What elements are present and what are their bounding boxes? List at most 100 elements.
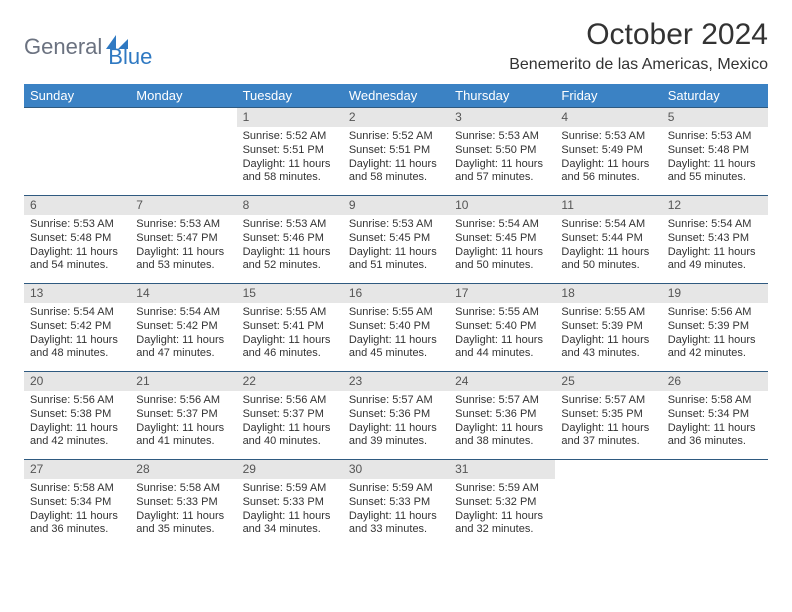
day-number: 2 [343,108,449,127]
sunrise-text: Sunrise: 5:53 AM [455,130,549,144]
daylight-text: Daylight: 11 hours and 55 minutes. [668,158,762,186]
daylight-text: Daylight: 11 hours and 37 minutes. [561,422,655,450]
sunset-text: Sunset: 5:49 PM [561,144,655,158]
calendar-day-cell: 15Sunrise: 5:55 AMSunset: 5:41 PMDayligh… [237,284,343,372]
day-body: Sunrise: 5:53 AMSunset: 5:50 PMDaylight:… [449,127,555,189]
day-number: 26 [662,372,768,391]
calendar-day-cell: 1Sunrise: 5:52 AMSunset: 5:51 PMDaylight… [237,108,343,196]
calendar-week-row: 20Sunrise: 5:56 AMSunset: 5:38 PMDayligh… [24,372,768,460]
day-body: Sunrise: 5:54 AMSunset: 5:42 PMDaylight:… [130,303,236,365]
sunrise-text: Sunrise: 5:54 AM [30,306,124,320]
calendar-day-cell: 13Sunrise: 5:54 AMSunset: 5:42 PMDayligh… [24,284,130,372]
location-label: Benemerito de las Americas, Mexico [509,56,768,74]
calendar-day-cell: 28Sunrise: 5:58 AMSunset: 5:33 PMDayligh… [130,460,236,548]
day-body: Sunrise: 5:59 AMSunset: 5:32 PMDaylight:… [449,479,555,541]
sunset-text: Sunset: 5:32 PM [455,496,549,510]
sunset-text: Sunset: 5:37 PM [243,408,337,422]
logo-text-general: General [24,34,102,60]
daylight-text: Daylight: 11 hours and 53 minutes. [136,246,230,274]
sunset-text: Sunset: 5:51 PM [349,144,443,158]
day-body: Sunrise: 5:53 AMSunset: 5:46 PMDaylight:… [237,215,343,277]
daylight-text: Daylight: 11 hours and 51 minutes. [349,246,443,274]
day-body: Sunrise: 5:56 AMSunset: 5:37 PMDaylight:… [237,391,343,453]
calendar-day-cell: 16Sunrise: 5:55 AMSunset: 5:40 PMDayligh… [343,284,449,372]
daylight-text: Daylight: 11 hours and 32 minutes. [455,510,549,538]
sunset-text: Sunset: 5:42 PM [136,320,230,334]
daylight-text: Daylight: 11 hours and 44 minutes. [455,334,549,362]
sunset-text: Sunset: 5:45 PM [455,232,549,246]
day-number: 27 [24,460,130,479]
day-number: 11 [555,196,661,215]
weekday-header: Tuesday [237,84,343,108]
sunset-text: Sunset: 5:50 PM [455,144,549,158]
daylight-text: Daylight: 11 hours and 40 minutes. [243,422,337,450]
sunrise-text: Sunrise: 5:54 AM [136,306,230,320]
day-number: 15 [237,284,343,303]
sunrise-text: Sunrise: 5:58 AM [30,482,124,496]
calendar-day-cell: 19Sunrise: 5:56 AMSunset: 5:39 PMDayligh… [662,284,768,372]
calendar-day-cell [555,460,661,548]
day-number: 21 [130,372,236,391]
daylight-text: Daylight: 11 hours and 47 minutes. [136,334,230,362]
month-title: October 2024 [509,18,768,52]
day-body: Sunrise: 5:54 AMSunset: 5:42 PMDaylight:… [24,303,130,365]
calendar-day-cell: 27Sunrise: 5:58 AMSunset: 5:34 PMDayligh… [24,460,130,548]
calendar-day-cell: 24Sunrise: 5:57 AMSunset: 5:36 PMDayligh… [449,372,555,460]
sunrise-text: Sunrise: 5:53 AM [136,218,230,232]
day-number: 19 [662,284,768,303]
calendar-week-row: 6Sunrise: 5:53 AMSunset: 5:48 PMDaylight… [24,196,768,284]
sunrise-text: Sunrise: 5:55 AM [243,306,337,320]
daylight-text: Daylight: 11 hours and 38 minutes. [455,422,549,450]
daylight-text: Daylight: 11 hours and 36 minutes. [30,510,124,538]
sunrise-text: Sunrise: 5:59 AM [243,482,337,496]
daylight-text: Daylight: 11 hours and 43 minutes. [561,334,655,362]
daylight-text: Daylight: 11 hours and 33 minutes. [349,510,443,538]
sunset-text: Sunset: 5:38 PM [30,408,124,422]
day-number: 30 [343,460,449,479]
day-body: Sunrise: 5:55 AMSunset: 5:40 PMDaylight:… [343,303,449,365]
day-body: Sunrise: 5:58 AMSunset: 5:34 PMDaylight:… [662,391,768,453]
sunrise-text: Sunrise: 5:55 AM [349,306,443,320]
day-body: Sunrise: 5:59 AMSunset: 5:33 PMDaylight:… [237,479,343,541]
weekday-header: Monday [130,84,236,108]
calendar-day-cell: 5Sunrise: 5:53 AMSunset: 5:48 PMDaylight… [662,108,768,196]
sunset-text: Sunset: 5:45 PM [349,232,443,246]
header: General Blue October 2024 Benemerito de … [24,18,768,74]
sunrise-text: Sunrise: 5:53 AM [349,218,443,232]
daylight-text: Daylight: 11 hours and 52 minutes. [243,246,337,274]
day-number: 24 [449,372,555,391]
day-body: Sunrise: 5:54 AMSunset: 5:45 PMDaylight:… [449,215,555,277]
calendar-day-cell: 29Sunrise: 5:59 AMSunset: 5:33 PMDayligh… [237,460,343,548]
daylight-text: Daylight: 11 hours and 49 minutes. [668,246,762,274]
sunset-text: Sunset: 5:47 PM [136,232,230,246]
daylight-text: Daylight: 11 hours and 50 minutes. [455,246,549,274]
sunrise-text: Sunrise: 5:52 AM [349,130,443,144]
calendar-day-cell [662,460,768,548]
day-number: 23 [343,372,449,391]
day-body: Sunrise: 5:57 AMSunset: 5:36 PMDaylight:… [343,391,449,453]
day-number: 3 [449,108,555,127]
calendar-day-cell: 12Sunrise: 5:54 AMSunset: 5:43 PMDayligh… [662,196,768,284]
daylight-text: Daylight: 11 hours and 58 minutes. [243,158,337,186]
sunset-text: Sunset: 5:40 PM [455,320,549,334]
sunrise-text: Sunrise: 5:53 AM [243,218,337,232]
day-body: Sunrise: 5:56 AMSunset: 5:39 PMDaylight:… [662,303,768,365]
calendar-day-cell: 17Sunrise: 5:55 AMSunset: 5:40 PMDayligh… [449,284,555,372]
calendar-day-cell: 6Sunrise: 5:53 AMSunset: 5:48 PMDaylight… [24,196,130,284]
sunset-text: Sunset: 5:51 PM [243,144,337,158]
calendar-day-cell: 25Sunrise: 5:57 AMSunset: 5:35 PMDayligh… [555,372,661,460]
sunrise-text: Sunrise: 5:53 AM [30,218,124,232]
sunrise-text: Sunrise: 5:55 AM [561,306,655,320]
daylight-text: Daylight: 11 hours and 42 minutes. [30,422,124,450]
day-body: Sunrise: 5:57 AMSunset: 5:35 PMDaylight:… [555,391,661,453]
daylight-text: Daylight: 11 hours and 54 minutes. [30,246,124,274]
calendar-day-cell: 18Sunrise: 5:55 AMSunset: 5:39 PMDayligh… [555,284,661,372]
sunrise-text: Sunrise: 5:58 AM [668,394,762,408]
calendar-day-cell: 23Sunrise: 5:57 AMSunset: 5:36 PMDayligh… [343,372,449,460]
calendar-day-cell: 10Sunrise: 5:54 AMSunset: 5:45 PMDayligh… [449,196,555,284]
day-body: Sunrise: 5:55 AMSunset: 5:40 PMDaylight:… [449,303,555,365]
day-number: 10 [449,196,555,215]
sunrise-text: Sunrise: 5:53 AM [561,130,655,144]
logo: General Blue [24,18,152,70]
sunrise-text: Sunrise: 5:52 AM [243,130,337,144]
